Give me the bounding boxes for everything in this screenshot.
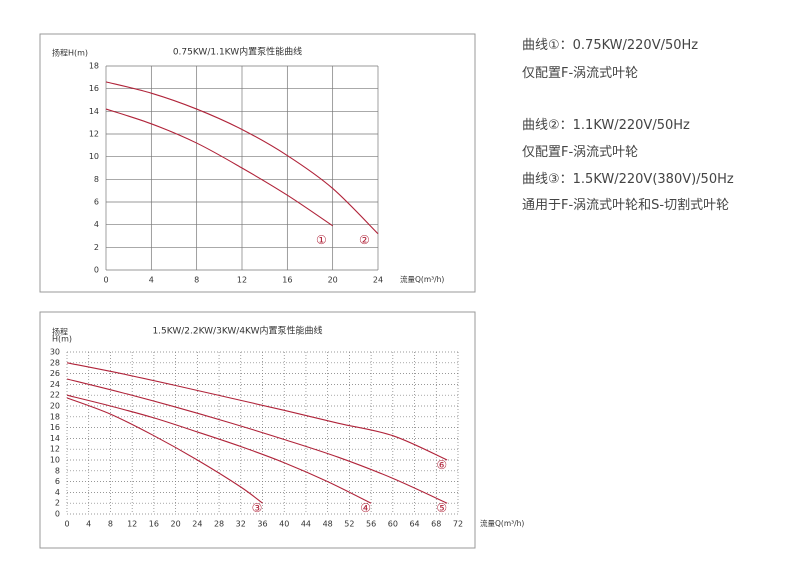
y-tick-label: 10 <box>89 152 99 161</box>
curve-label: ⑤ <box>436 501 447 515</box>
x-tick-label: 68 <box>431 520 441 529</box>
x-tick-label: 20 <box>328 276 338 285</box>
y-axis-label: 扬程 <box>52 327 68 337</box>
x-tick-label: 8 <box>108 520 113 529</box>
x-tick-label: 56 <box>366 520 376 529</box>
y-tick-label: 8 <box>55 466 60 475</box>
x-tick-label: 52 <box>344 520 354 529</box>
x-tick-label: 8 <box>194 276 199 285</box>
y-tick-label: 12 <box>89 130 99 139</box>
x-tick-label: 40 <box>279 520 289 529</box>
y-tick-label: 6 <box>55 477 60 486</box>
y-tick-label: 12 <box>50 445 60 454</box>
x-tick-label: 0 <box>103 276 108 285</box>
y-tick-label: 14 <box>89 107 99 116</box>
y-tick-label: 22 <box>50 391 60 400</box>
y-tick-label: 0 <box>94 266 99 275</box>
y-tick-label: 0 <box>55 510 60 519</box>
x-tick-label: 36 <box>257 520 267 529</box>
x-tick-label: 24 <box>373 276 383 285</box>
curve-label: ① <box>316 233 327 247</box>
y-tick-label: 24 <box>50 380 60 389</box>
note: 仅配置F-涡流式叶轮 <box>522 66 639 81</box>
x-axis-label: 流量Q(m³/h) <box>400 274 444 284</box>
y-tick-label: 8 <box>94 175 99 184</box>
y-axis-label: H(m) <box>52 335 72 344</box>
x-tick-label: 48 <box>323 520 333 529</box>
note: 曲线①：0.75KW/220V/50Hz <box>522 38 699 53</box>
curve-label: ③ <box>252 501 263 515</box>
chart-frame <box>39 33 476 293</box>
y-tick-label: 30 <box>50 348 60 357</box>
x-tick-label: 32 <box>236 520 246 529</box>
curve-label: ② <box>359 233 370 247</box>
y-tick-label: 16 <box>50 423 60 432</box>
x-tick-label: 4 <box>86 520 91 529</box>
chart-frame <box>39 311 476 549</box>
x-tick-label: 16 <box>282 276 292 285</box>
x-tick-label: 28 <box>214 520 224 529</box>
note: 仅配置F-涡流式叶轮 <box>522 145 639 160</box>
curve-label: ⑥ <box>436 458 447 472</box>
y-tick-label: 10 <box>50 456 60 465</box>
x-tick-label: 44 <box>301 520 311 529</box>
y-tick-label: 18 <box>89 62 99 71</box>
curve-label: ④ <box>360 501 371 515</box>
y-tick-label: 14 <box>50 434 60 443</box>
x-tick-label: 60 <box>388 520 398 529</box>
curve <box>105 108 333 227</box>
x-tick-label: 64 <box>409 520 419 529</box>
note: 曲线③：1.5KW/220V(380V)/50Hz <box>522 172 734 187</box>
x-tick-label: 24 <box>192 520 202 529</box>
y-axis-label: 扬程H(m) <box>52 48 88 58</box>
y-tick-label: 6 <box>94 198 99 207</box>
y-tick-label: 16 <box>89 84 99 93</box>
curve <box>66 397 263 504</box>
x-tick-label: 72 <box>453 520 463 529</box>
y-tick-label: 20 <box>50 402 60 411</box>
chart-title: 0.75KW/1.1KW内置泵性能曲线 <box>173 46 302 58</box>
y-tick-label: 28 <box>50 358 60 367</box>
x-tick-label: 16 <box>149 520 159 529</box>
x-tick-label: 12 <box>237 276 247 285</box>
curve <box>66 378 448 504</box>
x-tick-label: 4 <box>149 276 154 285</box>
y-tick-label: 2 <box>94 243 99 252</box>
curve <box>66 394 372 504</box>
chart-title: 1.5KW/2.2KW/3KW/4KW内置泵性能曲线 <box>152 325 322 337</box>
y-tick-label: 4 <box>55 488 60 497</box>
y-tick-label: 4 <box>94 220 99 229</box>
note: 通用于F-涡流式叶轮和S-切割式叶轮 <box>522 198 730 213</box>
x-axis-label: 流量Q(m³/h) <box>480 518 524 528</box>
x-tick-label: 0 <box>64 520 69 529</box>
x-tick-label: 12 <box>127 520 137 529</box>
curve <box>66 362 448 461</box>
note: 曲线②：1.1KW/220V/50Hz <box>522 118 690 133</box>
curve <box>105 81 379 235</box>
y-tick-label: 26 <box>50 369 60 378</box>
y-tick-label: 18 <box>50 412 60 421</box>
x-tick-label: 20 <box>171 520 181 529</box>
y-tick-label: 2 <box>55 499 60 508</box>
